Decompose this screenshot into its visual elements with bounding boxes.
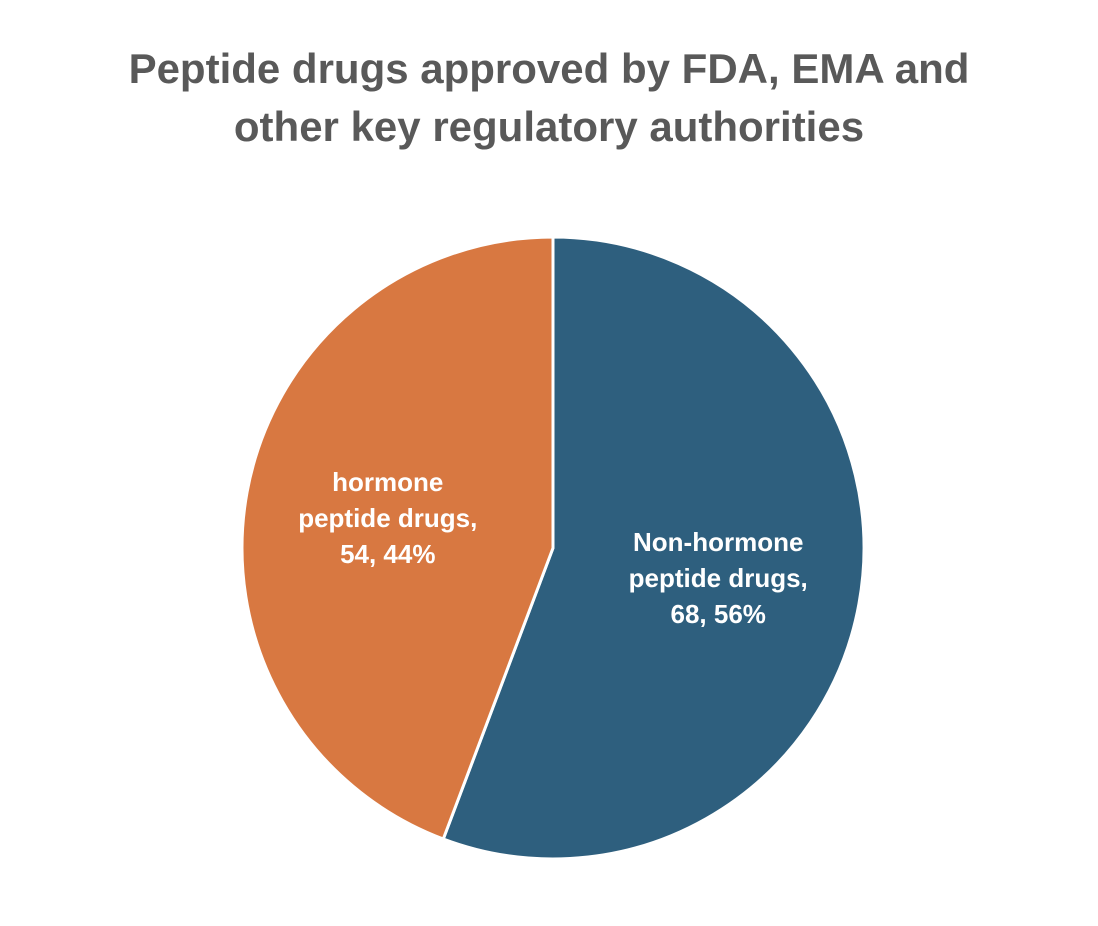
- slice-label-line: 68, 56%: [671, 599, 766, 629]
- slice-label-line: peptide drugs,: [629, 563, 808, 593]
- slice-label-non-hormone: Non-hormone peptide drugs, 68, 56%: [629, 527, 808, 629]
- slice-label-hormone: hormone peptide drugs, 54, 44%: [298, 467, 477, 569]
- slice-label-line: hormone: [332, 467, 443, 497]
- pie-slices: [240, 235, 866, 861]
- chart-title-line-1: Peptide drugs approved by FDA, EMA and: [128, 45, 970, 92]
- pie-slice-non-hormone: [441, 235, 866, 861]
- chart-title-line-2: other key regulatory authorities: [233, 103, 865, 150]
- chart-title: Peptide drugs approved by FDA, EMA and o…: [0, 40, 1098, 156]
- slice-label-line: 54, 44%: [340, 539, 435, 569]
- pie-labels: Non-hormone peptide drugs, 68, 56% hormone p…: [298, 467, 808, 629]
- slice-label-line: Non-hormone: [633, 527, 803, 557]
- pie-slice-hormone: [240, 235, 555, 841]
- slice-label-line: peptide drugs,: [298, 503, 477, 533]
